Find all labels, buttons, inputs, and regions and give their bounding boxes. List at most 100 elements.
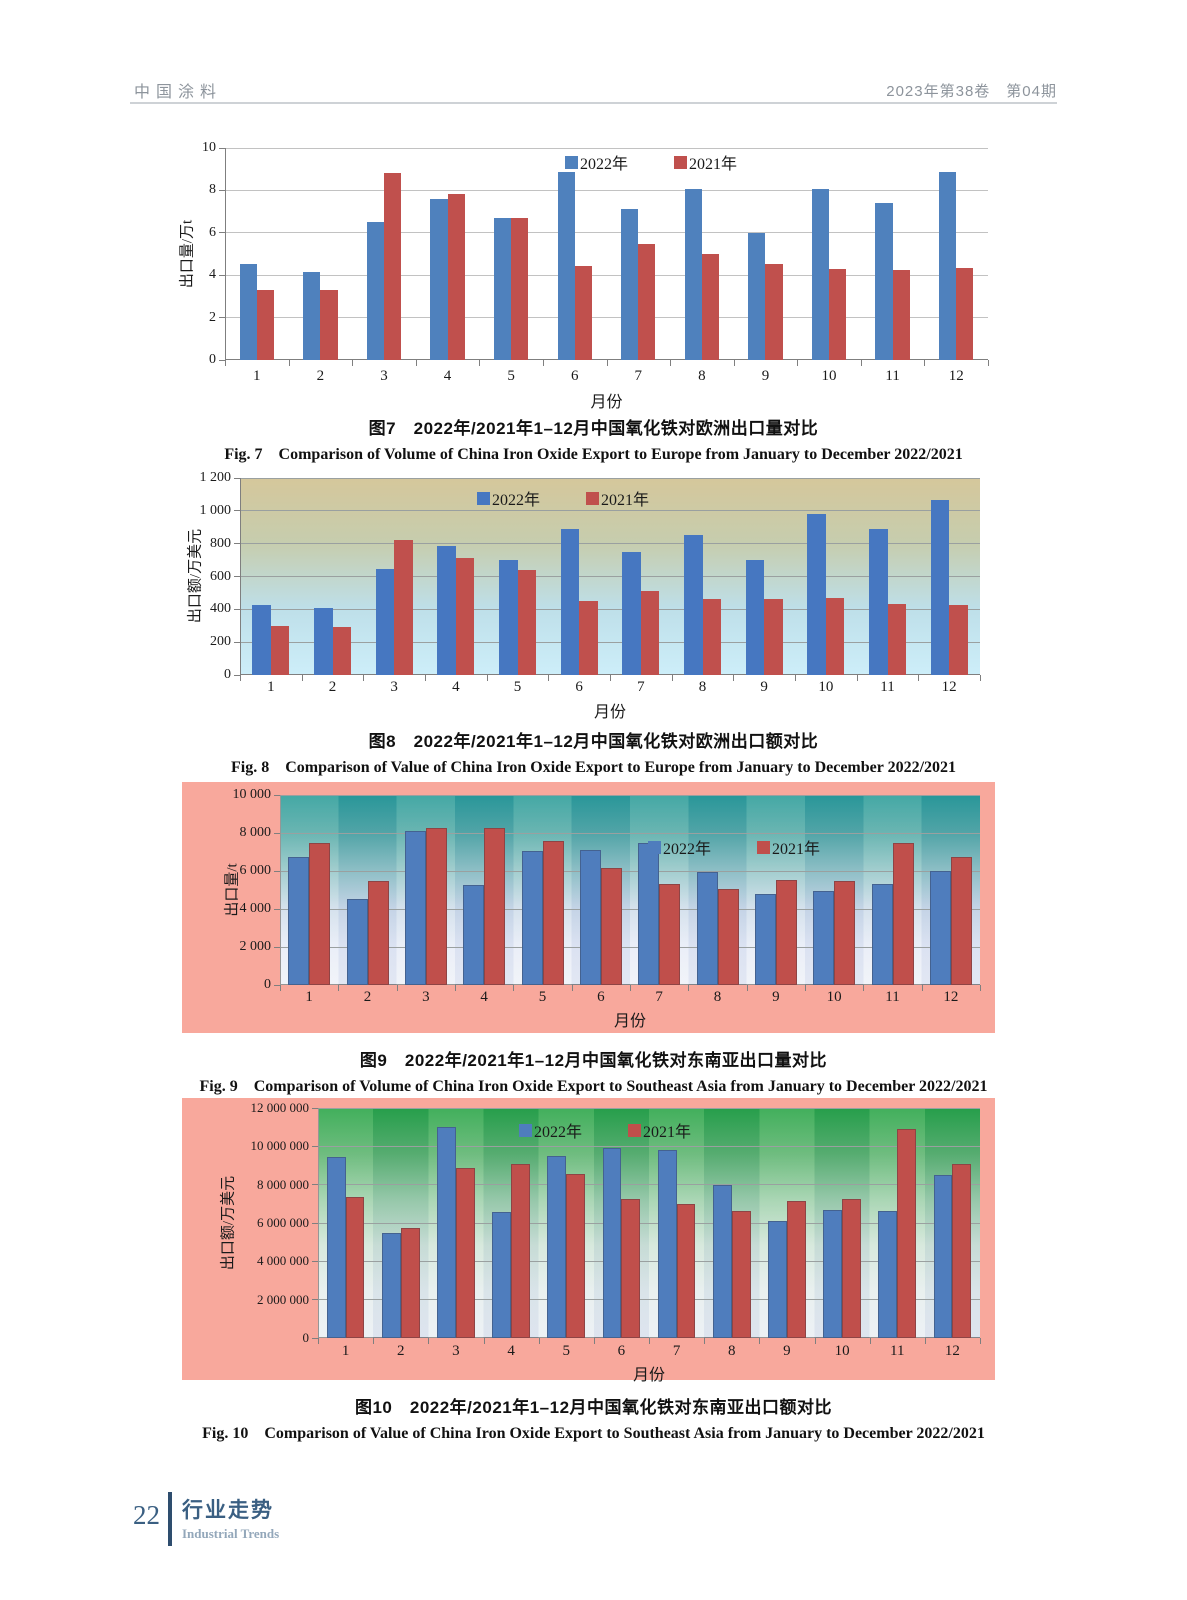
page-number: 22 — [133, 1500, 160, 1530]
fig10-caption-en: Fig. 10 Comparison of Value of China Iro… — [202, 1425, 985, 1442]
fig9-bar-2021年-m12 — [950, 856, 972, 985]
fig9-gridline — [281, 870, 980, 872]
fig8-y-tick-mark — [234, 641, 240, 643]
fig8-legend-item: 2021年 — [586, 486, 649, 510]
fig10-bar-2022年-m3 — [437, 1127, 456, 1338]
fig9-bar-2022年-m8 — [696, 871, 718, 985]
journal-title: 中国涂料 — [134, 84, 223, 101]
fig9-x-tick-mark — [863, 985, 865, 991]
fig10-bar-2021年-m4 — [511, 1163, 530, 1338]
fig10-y-tick-mark — [312, 1260, 318, 1262]
fig9-x-tick-mark — [455, 985, 456, 991]
fig9-x-tick-mark — [630, 985, 631, 991]
fig8-legend: 2022年 2021年 — [477, 486, 649, 510]
fig9-caption-cn: 图9 2022年/2021年1–12月中国氧化铁对东南亚出口量对比 — [359, 1051, 828, 1070]
fig9-x-tick-label: 4 — [480, 989, 488, 1005]
fig9-gridline — [281, 794, 980, 796]
fig7-x-tick-mark — [288, 360, 290, 366]
fig8-bar-2021年-m9 — [764, 599, 783, 675]
fig9-x-tick-mark — [688, 985, 690, 991]
fig8-x-tick-label: 12 — [941, 679, 957, 695]
fig7-x-tick-label: 10 — [821, 368, 837, 384]
fig8-bar-2022年-m3 — [375, 569, 395, 675]
fig9-bar-2021年-m11 — [892, 843, 914, 985]
fig8-x-tick-label: 5 — [513, 679, 522, 695]
fig8-y-axis-title: 出口额/万美元 — [187, 528, 204, 624]
fig8-legend-item: 2022年 — [477, 486, 540, 510]
fig8-bar-2022年-m4 — [437, 546, 456, 675]
fig9-bar-2021年-m7 — [659, 884, 681, 985]
fig10-bar-2022年-m1 — [326, 1156, 346, 1338]
fig7-x-tick-mark — [479, 360, 481, 366]
fig7-bar-2021年-m12 — [956, 267, 974, 360]
fig7-x-tick-mark — [733, 360, 735, 366]
fig9-x-tick-mark — [513, 985, 515, 991]
fig7-y-tick-mark — [219, 189, 225, 191]
fig10-y-tick-label: 8 000 000 — [257, 1176, 309, 1192]
fig7-x-tick-label: 6 — [570, 368, 579, 384]
fig8-y-tick-label: 800 — [210, 535, 231, 551]
fig10-y-tick-label: 0 — [302, 1330, 310, 1345]
fig8-y-tick-mark — [234, 608, 240, 610]
fig10-bar-2021年-m2 — [400, 1227, 420, 1338]
fig8-x-tick-mark — [486, 675, 488, 681]
fig9-bar-2021年-m1 — [309, 842, 331, 985]
fig8-x-tick-label: 11 — [880, 679, 895, 695]
fig8-bar-2021年-m5 — [517, 569, 536, 675]
fig8-gridline — [241, 510, 980, 512]
fig7-bar-2022年-m5 — [493, 217, 512, 360]
fig7-x-tick-label: 12 — [948, 368, 964, 384]
fig8-y-tick-label: 1 000 — [199, 502, 232, 518]
fig7-bar-2021年-m7 — [638, 244, 656, 360]
fig8-bar-2022年-m12 — [930, 500, 950, 675]
fig10-gridline — [319, 1299, 980, 1301]
fig9-bar-2022年-m4 — [463, 885, 485, 985]
fig10-y-tick-mark — [312, 1184, 318, 1186]
fig7-x-tick-label: 2 — [316, 368, 325, 384]
fig7-y-tick-label: 2 — [209, 309, 216, 325]
fig7-bar-2021年-m11 — [892, 269, 910, 360]
fig8-bar-2021年-m10 — [825, 597, 845, 675]
fig7-x-tick-mark — [924, 360, 926, 366]
fig10-bar-2022年-m12 — [933, 1175, 953, 1338]
legend-label: 2022年 — [492, 492, 541, 509]
fig7-x-tick-label: 1 — [253, 368, 261, 384]
fig7-gridline — [226, 189, 988, 191]
fig10-y-tick-label: 4 000 000 — [257, 1253, 309, 1269]
fig10-x-tick-mark — [593, 1338, 595, 1344]
fig7-y-tick-mark — [219, 232, 225, 234]
fig9-y-tick-mark — [274, 832, 280, 834]
fig10-y-tick-mark — [312, 1145, 318, 1147]
fig7-x-tick-mark — [352, 360, 354, 366]
fig10-bar-2022年-m11 — [878, 1210, 898, 1338]
fig8-gridline — [241, 543, 980, 545]
fig10-bar-2021年-m5 — [566, 1174, 585, 1338]
legend-label: 2021年 — [601, 492, 650, 509]
fig9-x-tick-mark — [396, 985, 398, 991]
fig10-legend-item: 2021年 — [628, 1118, 691, 1142]
fig9-y-tick-label: 0 — [264, 977, 271, 992]
fig8-x-tick-label: 2 — [328, 679, 337, 695]
fig7-y-tick-label: 8 — [209, 182, 216, 198]
fig7-gridline — [226, 274, 988, 276]
legend-swatch-icon — [674, 155, 688, 169]
fig9-bar-2021年-m9 — [775, 879, 797, 985]
fig8-caption-cn: 图8 2022年/2021年1–12月中国氧化铁对欧洲出口额对比 — [368, 732, 819, 751]
fig7-bar-2021年-m4 — [447, 193, 465, 360]
fig10-bar-2021年-m3 — [455, 1168, 475, 1338]
fig8-y-tick-label: 600 — [210, 568, 231, 584]
fig10-y-tick-label: 2 000 000 — [257, 1291, 309, 1307]
fig7-x-tick-mark — [670, 360, 672, 366]
fig9-x-tick-mark — [280, 985, 281, 991]
fig8-y-tick-mark — [234, 543, 240, 545]
fig10-x-tick-label: 7 — [672, 1343, 681, 1359]
fig9-x-tick-label: 8 — [713, 989, 722, 1005]
fig10-bar-2021年-m11 — [897, 1129, 916, 1338]
footer-section-cn: 行业走势 — [182, 1499, 274, 1522]
fig8-y-tick-mark — [234, 477, 240, 479]
fig10-x-tick-mark — [428, 1338, 430, 1344]
fig7-x-tick-mark — [225, 360, 226, 366]
fig10-bar-2022年-m9 — [768, 1221, 787, 1338]
fig9-bar-2022年-m12 — [929, 871, 951, 985]
fig10-x-tick-mark — [483, 1338, 485, 1344]
